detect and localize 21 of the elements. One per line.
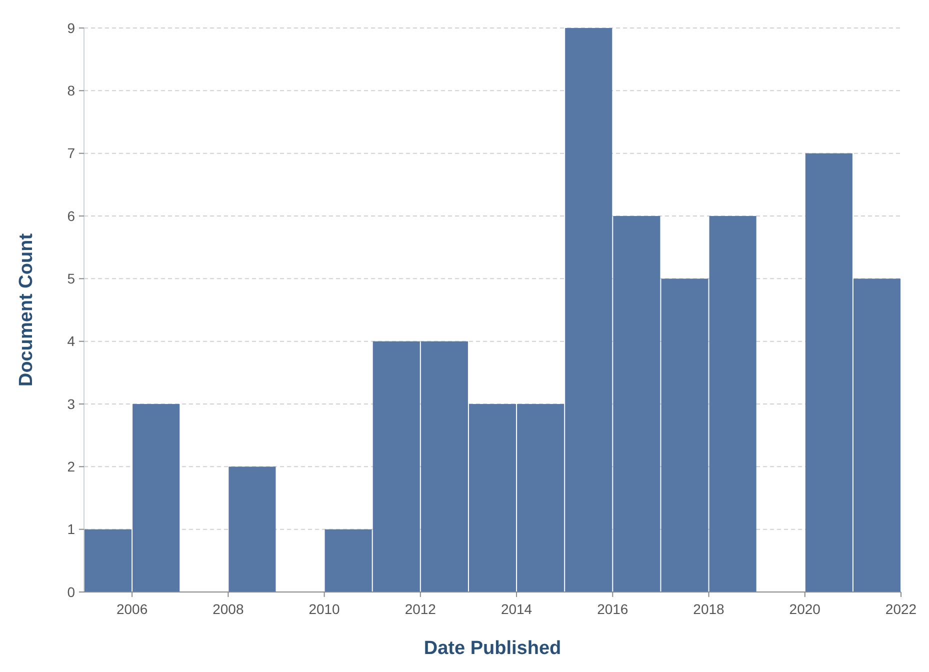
y-tick-label: 6	[67, 208, 76, 224]
y-tick-label: 7	[67, 145, 76, 162]
x-tick-label: 2006	[116, 601, 148, 617]
y-tick-label: 8	[67, 82, 76, 99]
y-tick-label: 9	[67, 20, 76, 36]
x-tick-label: 2008	[212, 601, 244, 617]
y-tick-label: 5	[67, 270, 76, 287]
x-tick-label: 2010	[308, 601, 340, 617]
y-tick-label: 2	[67, 458, 76, 475]
x-axis-title: Date Published	[424, 638, 562, 659]
x-tick-label: 2014	[500, 601, 532, 617]
x-tick-label: 2020	[789, 601, 821, 617]
x-tick-label: 2018	[693, 601, 725, 617]
x-tick-label: 2012	[404, 601, 436, 617]
y-axis-title: Document Count	[16, 232, 37, 387]
x-tick-label: 2016	[597, 601, 628, 617]
y-tick-label: 1	[67, 521, 76, 538]
y-tick-label: 0	[67, 584, 76, 600]
y-tick-label: 4	[67, 333, 76, 350]
x-tick-label: 2022	[885, 601, 917, 617]
y-tick-label: 3	[67, 396, 76, 412]
